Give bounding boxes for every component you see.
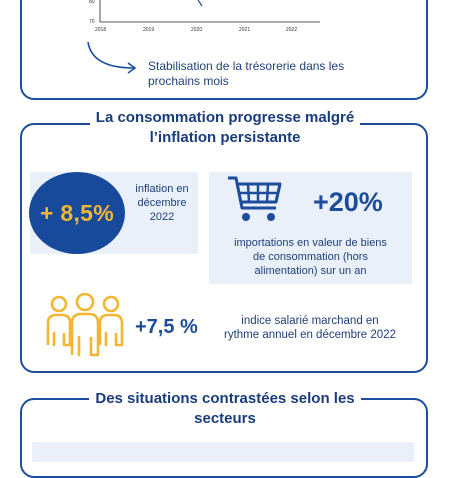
imports-value: +20% <box>313 187 383 217</box>
inflation-label-line-2: décembre <box>137 197 187 209</box>
salary-label-line-1: indice salarié marchand en <box>241 315 379 327</box>
x-tick-2019: 2019 <box>143 27 155 33</box>
treasury-panel <box>20 0 428 100</box>
treasury-annotation: Stabilisation de la trésorerie dans les … <box>148 59 344 89</box>
inflation-value: + 8,5% <box>39 199 115 226</box>
consumption-title: La consommation progresse malgré l’infla… <box>0 108 450 148</box>
people-group-icon <box>46 293 124 357</box>
chart-line-fragment <box>197 0 203 7</box>
salary-label: indice salarié marchand en rythme annuel… <box>205 314 415 342</box>
sectors-title-line-1: Des situations contrastées selon les <box>89 390 361 407</box>
y-tick-80: 80 <box>89 0 95 5</box>
x-tick-2018: 2018 <box>95 27 107 33</box>
treasury-annotation-line-2: prochains mois <box>148 74 229 88</box>
imports-card <box>209 172 412 284</box>
inflation-label-line-3: 2022 <box>149 211 175 223</box>
inflation-badge: + 8,5% <box>29 172 125 254</box>
consumption-title-line-2: l’inflation persistante <box>149 129 301 146</box>
consumption-title-line-1: La consommation progresse malgré <box>89 109 361 126</box>
sectors-title: Des situations contrastées selon les sec… <box>0 389 450 429</box>
imports-label: importations en valeur de biens de conso… <box>209 236 412 278</box>
y-tick-70: 70 <box>89 19 95 25</box>
salary-label-line-2: rythme annuel en décembre 2022 <box>224 329 396 341</box>
shopping-cart-icon <box>228 176 282 221</box>
x-tick-2022: 2022 <box>286 27 298 33</box>
inflation-label-line-1: inflation en <box>135 183 189 195</box>
imports-label-line-1: importations en valeur de biens <box>234 237 387 249</box>
mini-chart-axes <box>99 0 320 23</box>
treasury-annotation-line-1: Stabilisation de la trésorerie dans les <box>148 59 345 73</box>
sectors-title-line-2: secteurs <box>194 410 256 427</box>
x-tick-2021: 2021 <box>239 27 251 33</box>
x-tick-2020: 2020 <box>191 27 203 33</box>
imports-label-line-3: alimentation) sur un an <box>254 265 367 277</box>
sectors-card <box>32 442 414 462</box>
inflation-label: inflation en décembre 2022 <box>126 182 198 224</box>
salary-value: +7,5 % <box>135 316 198 338</box>
imports-label-line-2: de consommation (hors <box>253 251 368 263</box>
curved-arrow-icon <box>87 41 137 74</box>
